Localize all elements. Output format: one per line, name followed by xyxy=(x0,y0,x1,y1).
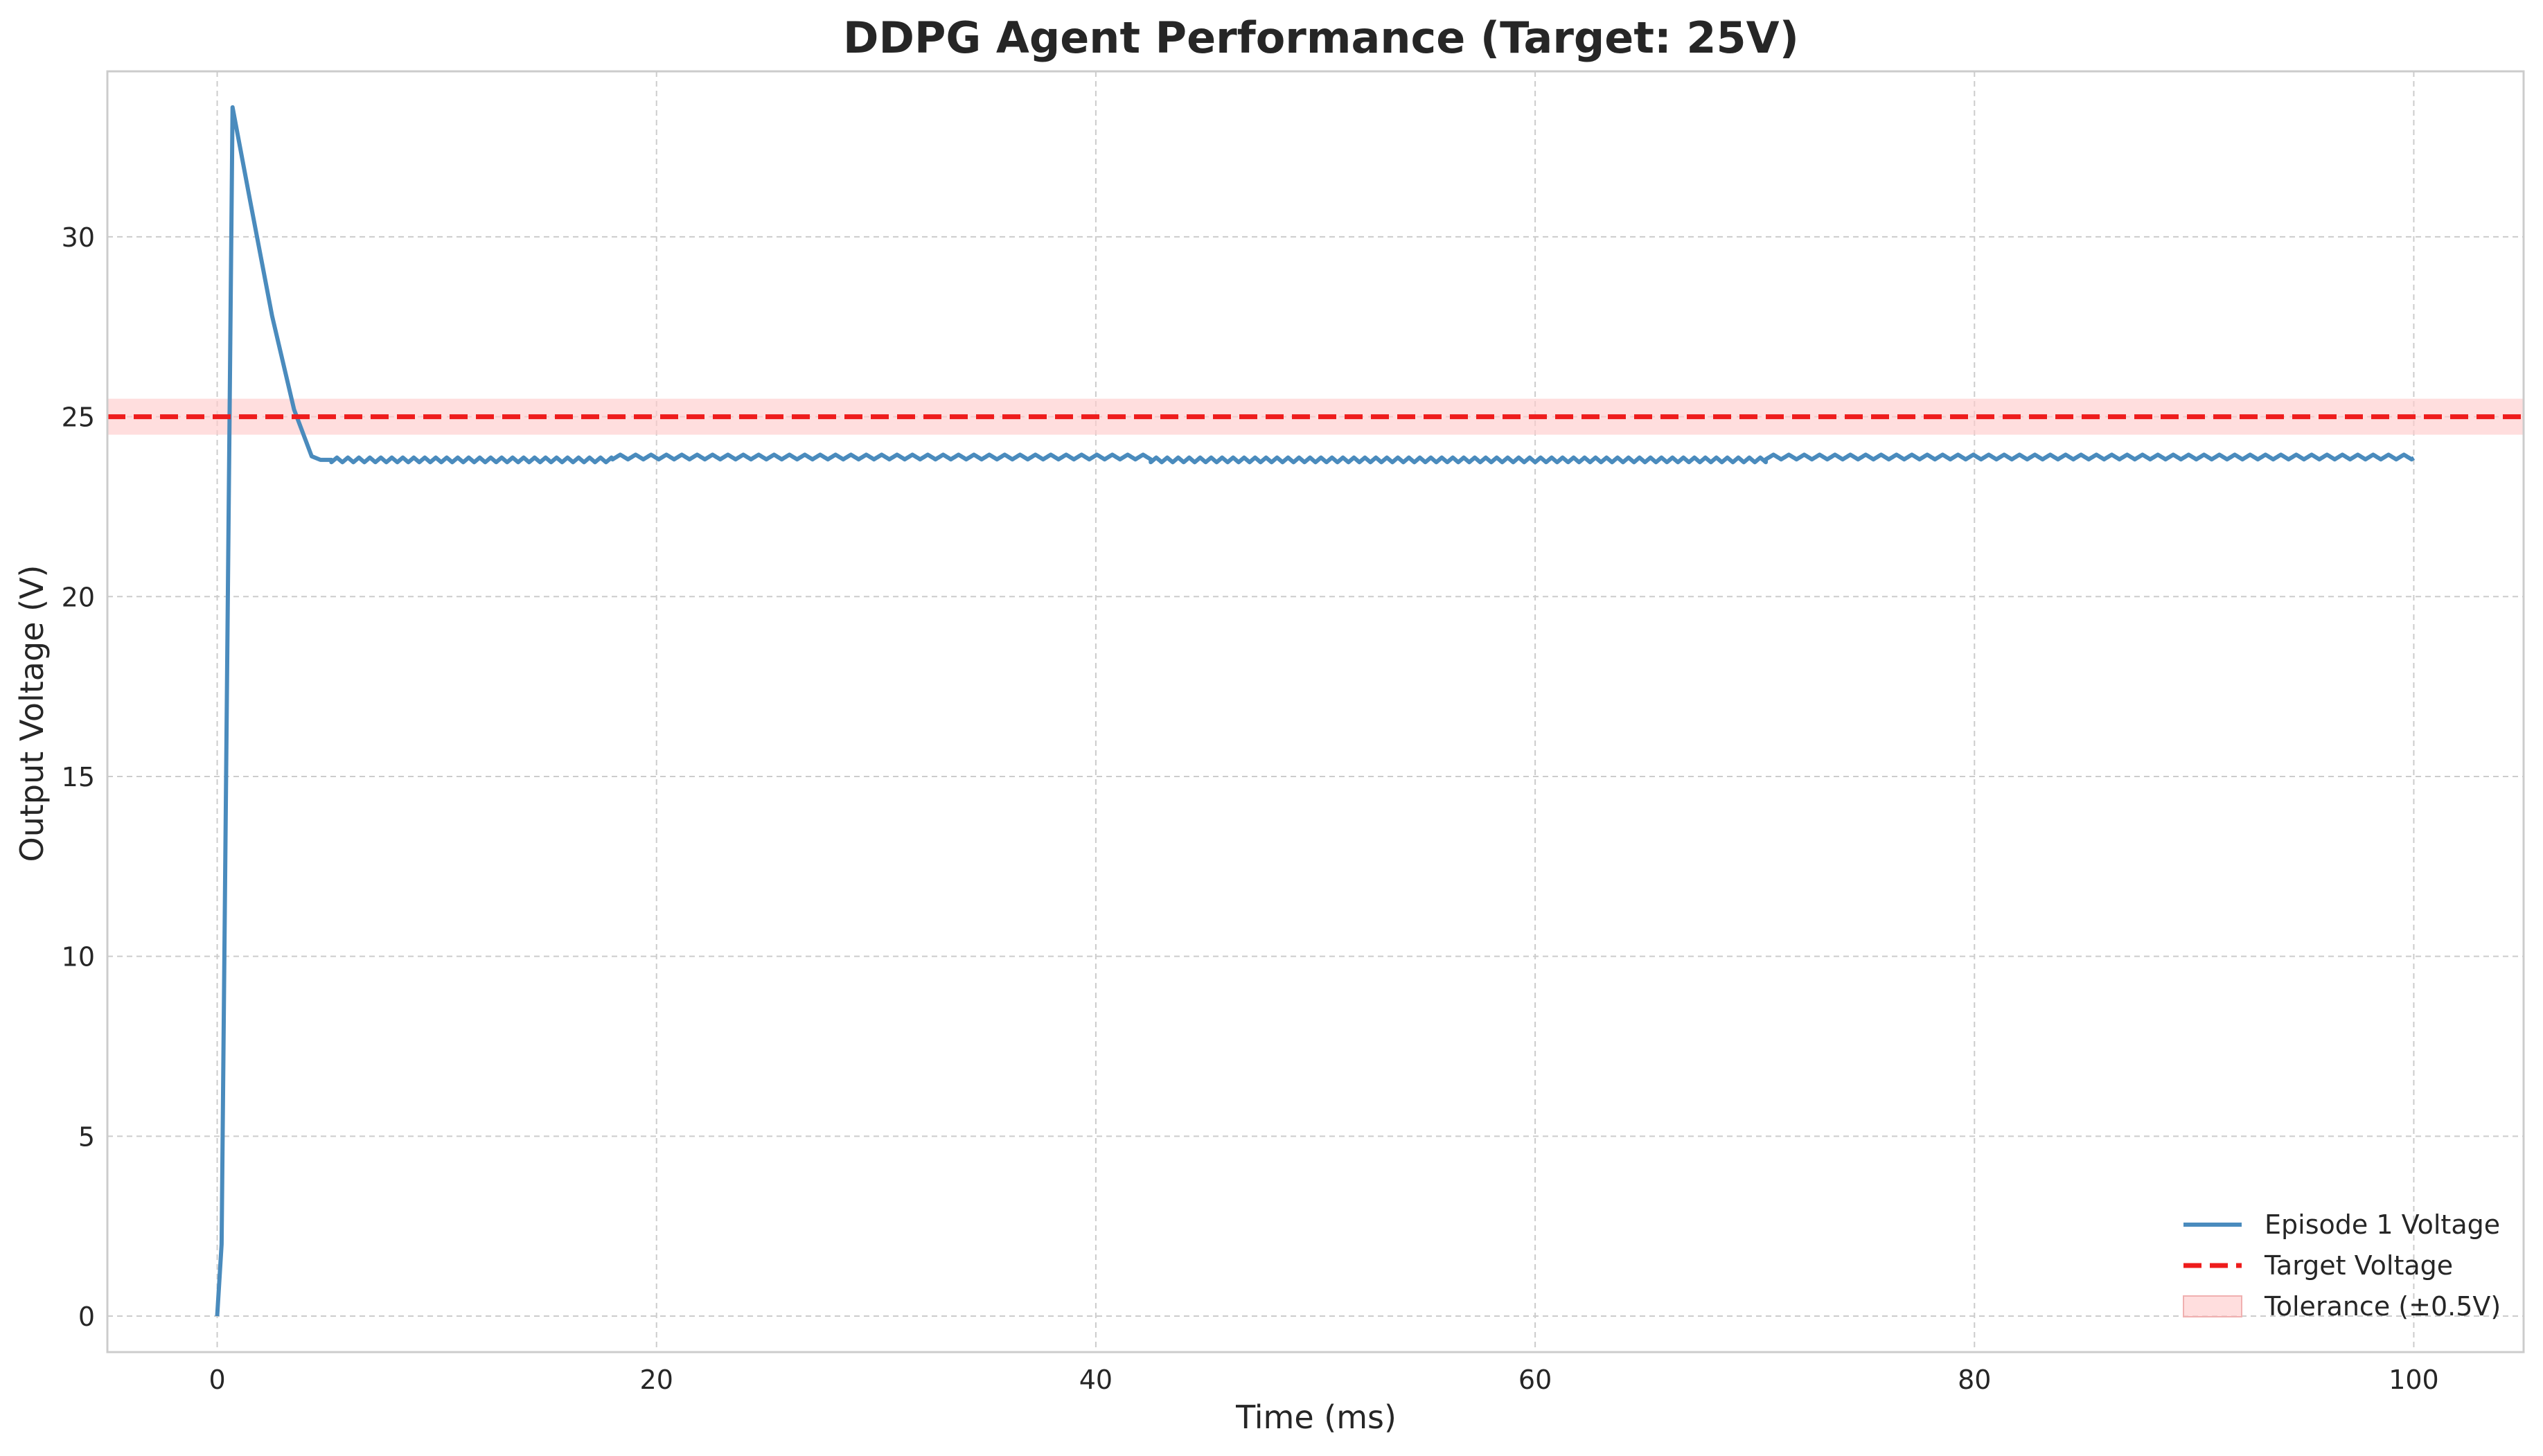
voltage-series-line xyxy=(215,105,2416,1317)
x-tick-label: 80 xyxy=(1958,1365,1991,1395)
legend-label-target: Target Voltage xyxy=(2264,1250,2453,1281)
y-tick-label: 20 xyxy=(62,582,95,612)
y-tick-label: 30 xyxy=(62,222,95,253)
plot-frame xyxy=(106,70,2525,1353)
y-tick-label: 15 xyxy=(62,762,95,792)
plot-area xyxy=(107,71,2524,1352)
x-tick-label: 100 xyxy=(2389,1365,2439,1395)
y-tick-label: 5 xyxy=(78,1121,95,1152)
y-tick-label: 10 xyxy=(62,942,95,973)
x-axis-label: Time (ms) xyxy=(1235,1399,1397,1436)
x-tick-label: 20 xyxy=(640,1365,673,1395)
x-tick-label: 0 xyxy=(209,1365,225,1395)
legend-marker-tolerance xyxy=(2183,1295,2242,1317)
x-tick-label: 40 xyxy=(1079,1365,1113,1395)
legend-label-episode: Episode 1 Voltage xyxy=(2265,1209,2500,1240)
chart-title: DDPG Agent Performance (Target: 25V) xyxy=(843,12,1799,63)
y-axis-label: Output Voltage (V) xyxy=(13,565,51,862)
y-tick-label: 25 xyxy=(62,402,95,433)
y-tick-label: 0 xyxy=(78,1302,95,1332)
x-tick-label: 60 xyxy=(1518,1365,1552,1395)
legend-label-tolerance: Tolerance (±0.5V) xyxy=(2264,1291,2501,1322)
